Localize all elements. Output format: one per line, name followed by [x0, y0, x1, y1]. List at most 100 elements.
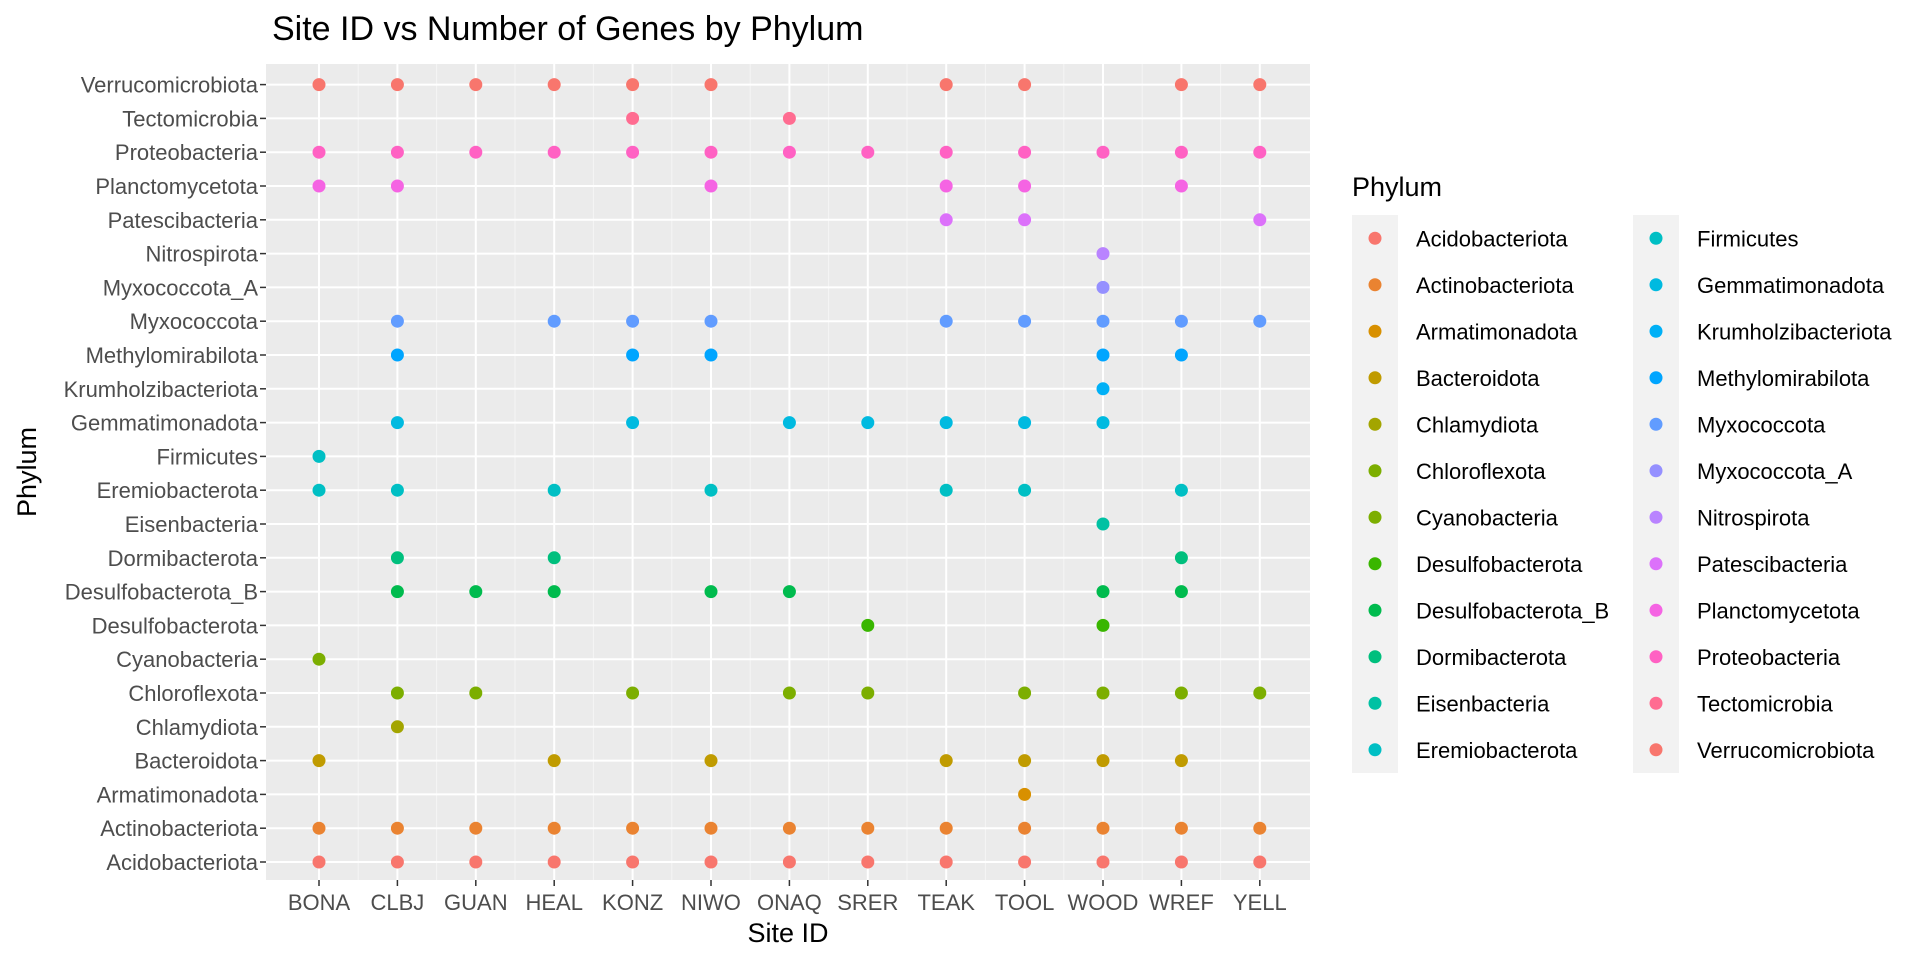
x-tick-label: WREF	[1149, 890, 1214, 915]
legend-label: Proteobacteria	[1697, 645, 1841, 670]
y-tick-label: Verrucomicrobiota	[81, 73, 259, 98]
data-points	[312, 78, 1267, 869]
data-point	[861, 416, 875, 430]
data-point	[312, 652, 326, 666]
data-point	[704, 855, 718, 869]
data-point	[1253, 821, 1267, 835]
data-point	[547, 551, 561, 565]
legend-label: Eisenbacteria	[1416, 691, 1550, 716]
y-tick-label: Bacteroidota	[134, 749, 258, 774]
y-tick-label: Dormibacterota	[108, 546, 259, 571]
legend-label: Krumholzibacteriota	[1697, 319, 1892, 344]
data-point	[1018, 787, 1032, 801]
legend-label: Myxococcota	[1697, 412, 1826, 437]
data-point	[1174, 179, 1188, 193]
data-point	[1096, 821, 1110, 835]
data-point	[390, 416, 404, 430]
legend-key	[1368, 510, 1382, 524]
data-point	[1253, 855, 1267, 869]
legend-key	[1368, 603, 1382, 617]
legend-key	[1649, 557, 1663, 571]
y-tick-label: Cyanobacteria	[116, 647, 259, 672]
data-point	[547, 145, 561, 159]
legend-label: Methylomirabilota	[1697, 366, 1870, 391]
data-point	[939, 754, 953, 768]
data-point	[939, 145, 953, 159]
data-point	[1174, 855, 1188, 869]
data-point	[704, 585, 718, 599]
data-point	[1018, 821, 1032, 835]
legend-label: Chlamydiota	[1416, 412, 1539, 437]
legend-key	[1368, 371, 1382, 385]
data-point	[626, 314, 640, 328]
y-tick-labels: Acidobacteriota Actinobacteriota Armatimon…	[64, 73, 266, 875]
legend-key	[1368, 557, 1382, 571]
legend-key	[1649, 603, 1663, 617]
legend-label: Planctomycetota	[1697, 598, 1860, 623]
data-point	[547, 754, 561, 768]
data-point	[390, 720, 404, 734]
legend-label: Bacteroidota	[1416, 366, 1540, 391]
data-point	[390, 348, 404, 362]
data-point	[704, 314, 718, 328]
data-point	[1174, 483, 1188, 497]
data-point	[1096, 247, 1110, 261]
data-point	[1018, 145, 1032, 159]
data-point	[861, 618, 875, 632]
y-tick-label: Actinobacteriota	[100, 816, 259, 841]
data-point	[626, 111, 640, 125]
data-point	[312, 78, 326, 92]
data-point	[782, 145, 796, 159]
y-tick-label: Chlamydiota	[136, 715, 259, 740]
x-tick-label: KONZ	[602, 890, 663, 915]
data-point	[547, 78, 561, 92]
data-point	[1174, 551, 1188, 565]
data-point	[939, 179, 953, 193]
legend-key	[1368, 417, 1382, 431]
x-tick-labels: BONA CLBJ GUAN HEAL KONZ NIWO ONAQ SRER TEAK TOOL…	[288, 880, 1287, 915]
data-point	[782, 111, 796, 125]
data-point	[861, 686, 875, 700]
y-tick-label: Eisenbacteria	[125, 512, 259, 537]
data-point	[1096, 416, 1110, 430]
data-point	[1174, 145, 1188, 159]
data-point	[704, 483, 718, 497]
legend-key	[1368, 696, 1382, 710]
y-tick-label: Gemmatimonadota	[71, 411, 259, 436]
data-point	[704, 348, 718, 362]
data-point	[704, 754, 718, 768]
data-point	[1018, 213, 1032, 227]
data-point	[1096, 382, 1110, 396]
data-point	[626, 416, 640, 430]
data-point	[1174, 686, 1188, 700]
x-tick-label: ONAQ	[757, 890, 822, 915]
legend-label: Desulfobacterota_B	[1416, 598, 1609, 623]
data-point	[469, 145, 483, 159]
legend-key	[1649, 371, 1663, 385]
data-point	[626, 821, 640, 835]
data-point	[939, 416, 953, 430]
data-point	[1018, 855, 1032, 869]
legend-label: Myxococcota_A	[1697, 459, 1853, 484]
data-point	[704, 821, 718, 835]
data-point	[469, 78, 483, 92]
data-point	[469, 821, 483, 835]
y-tick-label: Firmicutes	[157, 444, 258, 469]
legend-key	[1649, 231, 1663, 245]
y-tick-label: Myxococcota_A	[103, 275, 259, 300]
data-point	[547, 483, 561, 497]
data-point	[1096, 754, 1110, 768]
x-tick-label: TEAK	[917, 890, 975, 915]
y-tick-label: Desulfobacterota	[92, 613, 259, 638]
legend-label: Patescibacteria	[1697, 552, 1848, 577]
y-tick-label: Tectomicrobia	[122, 106, 258, 131]
data-point	[861, 855, 875, 869]
data-point	[1018, 483, 1032, 497]
data-point	[1018, 416, 1032, 430]
legend-label: Firmicutes	[1697, 226, 1798, 251]
data-point	[939, 855, 953, 869]
data-point	[626, 78, 640, 92]
legend-label: Cyanobacteria	[1416, 505, 1559, 530]
data-point	[782, 855, 796, 869]
data-point	[390, 821, 404, 835]
